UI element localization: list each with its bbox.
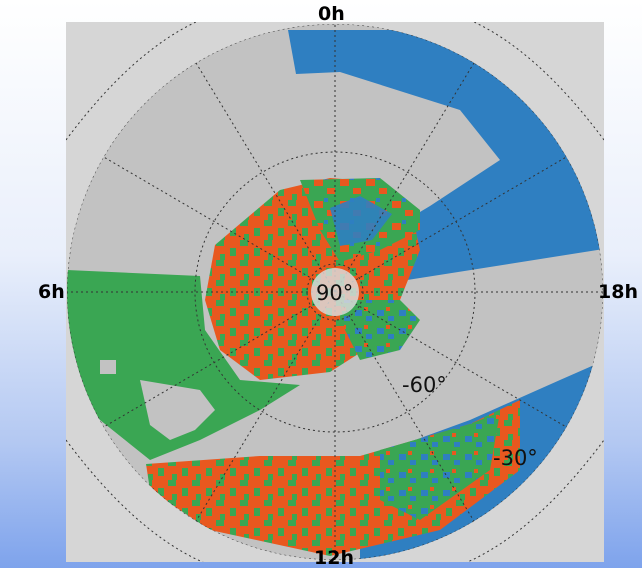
- inner-green-blue-region: [340, 300, 420, 360]
- label-pole: 90°: [316, 281, 353, 305]
- label-12h: 12h: [314, 547, 354, 568]
- label-18h: 18h: [598, 281, 638, 303]
- label-0h: 0h: [318, 3, 345, 25]
- green-left-region: [67, 270, 300, 460]
- inner-blue-strip: [330, 196, 392, 246]
- pole-background: [311, 268, 359, 316]
- grey-hole-1: [100, 360, 116, 374]
- label-minus-60: -60°: [402, 373, 447, 397]
- label-6h: 6h: [38, 281, 65, 303]
- label-minus-30: -30°: [493, 446, 538, 470]
